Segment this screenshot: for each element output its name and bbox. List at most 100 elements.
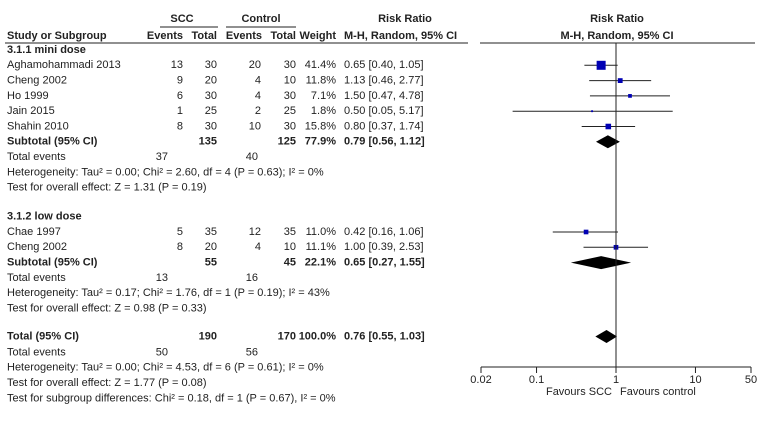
events1-header: Events	[147, 30, 183, 42]
overall-effect: Test for overall effect: Z = 1.77 (P = 0…	[7, 377, 207, 389]
events-label: Total events	[7, 272, 66, 284]
weight: 100.0%	[299, 330, 337, 342]
x-tick-label: 10	[689, 374, 701, 386]
weight: 11.1%	[306, 241, 337, 253]
study-square	[583, 229, 589, 235]
x-label-left: Favours SCC	[546, 386, 612, 398]
events1: 9	[177, 75, 183, 87]
weight: 11.8%	[306, 75, 337, 87]
events2: 10	[249, 120, 261, 132]
total2: 30	[284, 90, 296, 102]
subgroup-title: 3.1.1 mini dose	[7, 44, 86, 56]
study-name: Cheng 2002	[7, 241, 67, 253]
total1: 30	[205, 120, 217, 132]
weight: 77.9%	[305, 136, 336, 148]
heterogeneity: Heterogeneity: Tau² = 0.17; Chi² = 1.76,…	[7, 287, 330, 299]
total1: 20	[205, 241, 217, 253]
weight: 11.0%	[306, 226, 337, 238]
total1: 190	[199, 330, 217, 342]
heterogeneity: Heterogeneity: Tau² = 0.00; Chi² = 2.60,…	[7, 166, 324, 178]
x-label-right: Favours control	[620, 386, 696, 398]
events2-header: Events	[226, 30, 262, 42]
subgroup-differences: Test for subgroup differences: Chi² = 0.…	[7, 392, 336, 404]
events2: 12	[249, 226, 261, 238]
effect-ci: 1.00 [0.39, 2.53]	[344, 241, 424, 253]
events2: 16	[246, 272, 258, 284]
subgroup-title: 3.1.2 low dose	[7, 211, 82, 223]
total2: 30	[284, 59, 296, 71]
events-label: Total events	[7, 346, 66, 358]
study-name: Ho 1999	[7, 90, 49, 102]
weight: 15.8%	[305, 120, 336, 132]
x-tick-label: 50	[745, 374, 757, 386]
total2: 25	[284, 105, 296, 117]
events2: 20	[249, 59, 261, 71]
total1: 20	[205, 75, 217, 87]
study-name: Chae 1997	[7, 226, 61, 238]
events2: 4	[255, 75, 261, 87]
total1: 30	[205, 90, 217, 102]
events2: 2	[255, 105, 261, 117]
total1: 55	[205, 257, 217, 269]
study-square	[628, 94, 632, 98]
overall-effect: Test for overall effect: Z = 1.31 (P = 0…	[7, 182, 207, 194]
diamond	[595, 330, 618, 343]
total2: 45	[284, 257, 296, 269]
weight: 7.1%	[311, 90, 336, 102]
events1: 6	[177, 90, 183, 102]
plot-effect-header: Risk Ratio	[590, 13, 644, 25]
overall-effect: Test for overall effect: Z = 0.98 (P = 0…	[7, 302, 207, 314]
events2: 4	[255, 90, 261, 102]
group2-header: Control	[241, 13, 280, 25]
plot-method-header: M-H, Random, 95% CI	[560, 30, 673, 42]
effect-ci: 0.80 [0.37, 1.74]	[344, 120, 424, 132]
events1: 8	[177, 241, 183, 253]
study-name: Shahin 2010	[7, 120, 69, 132]
x-tick-label: 1	[613, 374, 619, 386]
events1: 13	[156, 272, 168, 284]
x-tick-label: 0.1	[529, 374, 544, 386]
summary-label: Subtotal (95% CI)	[7, 136, 98, 148]
group1-header: SCC	[170, 13, 193, 25]
events1: 50	[156, 346, 168, 358]
total1: 25	[205, 105, 217, 117]
events-label: Total events	[7, 151, 66, 163]
total2: 170	[278, 330, 296, 342]
events2: 40	[246, 151, 258, 163]
x-tick-label: 0.02	[470, 374, 491, 386]
effect-ci: 0.50 [0.05, 5.17]	[344, 105, 424, 117]
total2: 125	[278, 136, 296, 148]
study-name: Jain 2015	[7, 105, 55, 117]
study-square	[617, 78, 623, 84]
total1: 35	[205, 226, 217, 238]
events2: 56	[246, 346, 258, 358]
events1: 5	[177, 226, 183, 238]
study-square	[591, 110, 594, 113]
effect-ci: 1.50 [0.47, 4.78]	[344, 90, 424, 102]
weight: 41.4%	[305, 59, 336, 71]
total2: 30	[284, 120, 296, 132]
effect-ci: 0.76 [0.55, 1.03]	[344, 330, 425, 342]
study-square	[596, 60, 606, 70]
total1: 30	[205, 59, 217, 71]
study-name: Aghamohammadi 2013	[7, 59, 121, 71]
events2: 4	[255, 241, 261, 253]
effect-ci: 0.79 [0.56, 1.12]	[344, 136, 425, 148]
events1: 13	[171, 59, 183, 71]
study-header: Study or Subgroup	[7, 30, 107, 42]
total2: 35	[284, 226, 296, 238]
total2: 10	[284, 75, 296, 87]
diamond	[595, 135, 620, 149]
study-square	[605, 123, 612, 130]
total1: 135	[199, 136, 217, 148]
effect-ci: 0.65 [0.40, 1.05]	[344, 59, 424, 71]
total1-header: Total	[192, 30, 217, 42]
weight: 1.8%	[311, 105, 336, 117]
events1: 37	[156, 151, 168, 163]
weight: 22.1%	[305, 257, 336, 269]
diamond	[570, 256, 632, 270]
study-name: Cheng 2002	[7, 75, 67, 87]
method-header: M-H, Random, 95% CI	[344, 30, 457, 42]
heterogeneity: Heterogeneity: Tau² = 0.00; Chi² = 4.53,…	[7, 362, 324, 374]
